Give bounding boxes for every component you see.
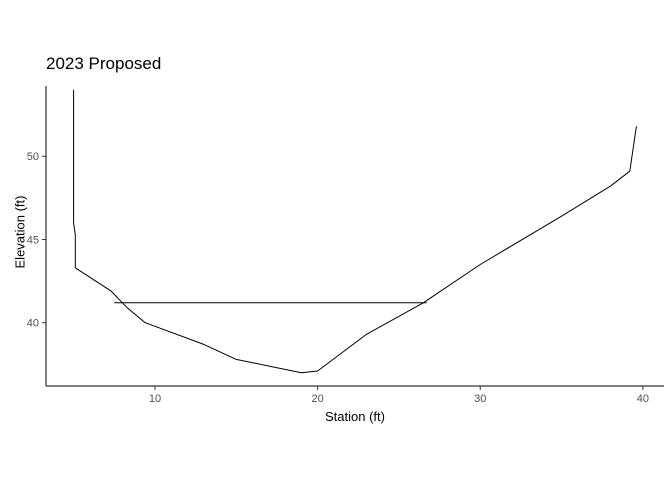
y-tick-label: 40 [27, 318, 39, 330]
y-axis-title: Elevation (ft) [13, 196, 28, 269]
ticks: 10 20 30 40 40 45 50 [27, 151, 649, 405]
x-tick-label: 40 [637, 393, 649, 405]
x-tick-label: 30 [474, 393, 486, 405]
y-tick-label: 45 [27, 234, 39, 246]
series-line-ground-profile [73, 89, 637, 374]
axes [45, 86, 664, 387]
chart-title: 2023 Proposed [46, 54, 162, 73]
x-tick-label: 10 [149, 393, 161, 405]
y-tick-label: 50 [27, 151, 39, 163]
x-axis-title: Station (ft) [325, 409, 385, 424]
series-group [73, 89, 637, 374]
x-tick-label: 20 [311, 393, 323, 405]
